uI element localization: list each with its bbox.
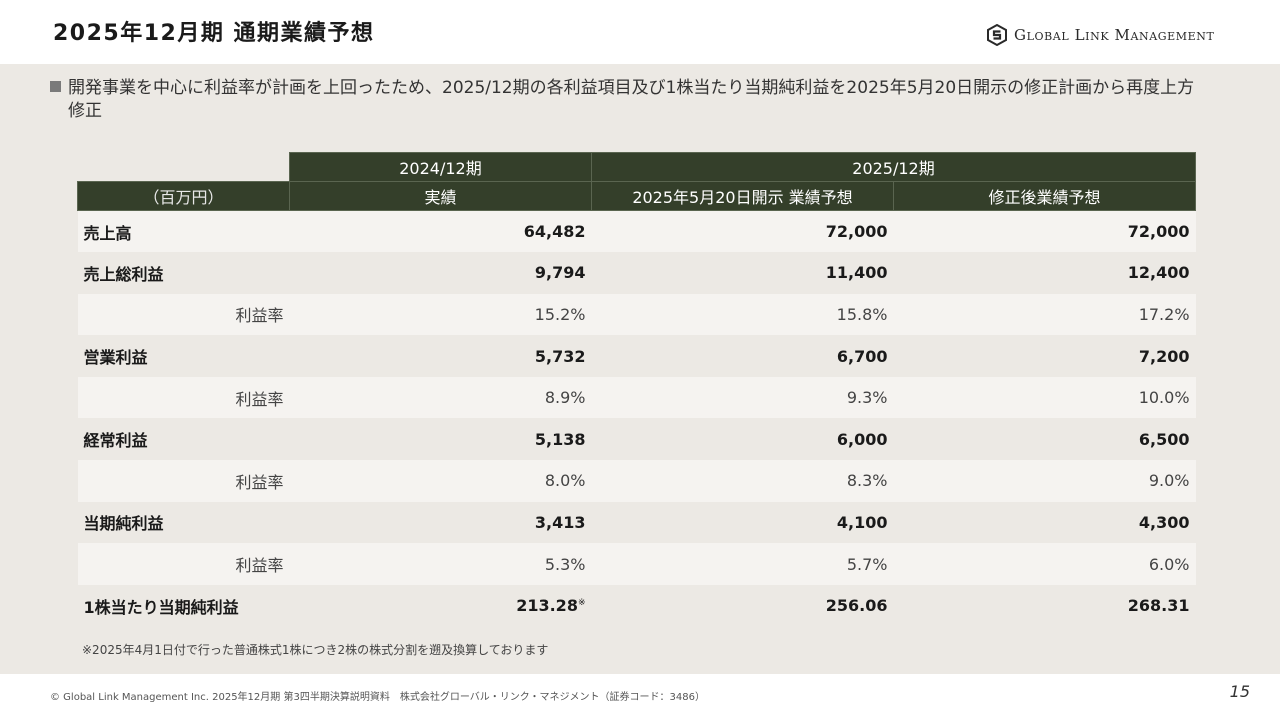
copyright-text: © Global Link Management Inc. 2025年12月期 …: [50, 692, 705, 703]
slide-content: 開発事業を中心に利益率が計画を上回ったため、2025/12期の各利益項目及び1株…: [0, 64, 1280, 674]
eps-actual-value: 213.28: [516, 596, 578, 616]
column-header-revised-forecast: 修正後業績予想: [892, 181, 1197, 211]
table-row: 利益率 5.3% 5.7% 6.0%: [77, 543, 1196, 585]
period-header-2025: 2025/12期: [590, 152, 1197, 182]
table-row: 売上高 64,482 72,000 72,000: [77, 210, 1196, 253]
row-label: 1株当たり当期純利益: [77, 584, 290, 627]
cell-initial-forecast: 6,700: [591, 335, 894, 377]
unit-label: （百万円）: [77, 181, 290, 211]
logo-mark-icon: [987, 24, 1007, 46]
cell-revised-forecast: 6.0%: [893, 543, 1196, 585]
row-label: 営業利益: [77, 335, 290, 377]
footnote: ※2025年4月1日付で行った普通株式1株につき2株の株式分割を遡及換算しており…: [82, 643, 549, 657]
cell-initial-forecast: 5.7%: [591, 543, 894, 585]
cell-actual: 5,138: [289, 418, 592, 461]
forecast-table: 2024/12期 2025/12期 （百万円） 実績 2025年5月20日開示 …: [77, 152, 1197, 627]
cell-revised-forecast: 72,000: [893, 210, 1196, 253]
row-label: 利益率: [77, 376, 290, 419]
table-row: 1株当たり当期純利益 213.28※ 256.06 268.31: [77, 584, 1196, 627]
cell-revised-forecast: 7,200: [893, 335, 1196, 377]
table-row: 営業利益 5,732 6,700 7,200: [77, 335, 1196, 377]
cell-revised-forecast: 4,300: [893, 501, 1196, 544]
lead-text: 開発事業を中心に利益率が計画を上回ったため、2025/12期の各利益項目及び1株…: [68, 78, 1195, 121]
row-label: 利益率: [77, 293, 290, 336]
table-row: 売上総利益 9,794 11,400 12,400: [77, 252, 1196, 294]
row-label: 経常利益: [77, 418, 290, 461]
cell-initial-forecast: 8.3%: [591, 460, 894, 502]
row-label: 売上総利益: [77, 252, 290, 294]
table-row: 経常利益 5,138 6,000 6,500: [77, 418, 1196, 461]
cell-initial-forecast: 6,000: [591, 418, 894, 461]
page-number: 15: [1229, 682, 1250, 701]
slide-header: 2025年12月期 通期業績予想 Global Link Management: [0, 0, 1280, 64]
cell-initial-forecast: 4,100: [591, 501, 894, 544]
table-row: 当期純利益 3,413 4,100 4,300: [77, 501, 1196, 544]
cell-initial-forecast: 11,400: [591, 252, 894, 294]
row-label: 当期純利益: [77, 501, 290, 544]
logo-wordmark: Global Link Management: [1014, 26, 1215, 44]
cell-initial-forecast: 72,000: [591, 210, 894, 253]
cell-actual: 8.0%: [289, 460, 592, 502]
cell-revised-forecast: 268.31: [893, 584, 1196, 627]
cell-actual: 9,794: [289, 252, 592, 294]
cell-revised-forecast: 17.2%: [893, 293, 1196, 336]
cell-actual: 213.28※: [289, 584, 592, 627]
cell-actual: 5.3%: [289, 543, 592, 585]
cell-initial-forecast: 15.8%: [591, 293, 894, 336]
slide-footer: © Global Link Management Inc. 2025年12月期 …: [0, 674, 1280, 720]
footnote-mark: ※: [577, 598, 586, 609]
row-label: 利益率: [77, 460, 290, 502]
cell-actual: 5,732: [289, 335, 592, 377]
column-header-initial-forecast: 2025年5月20日開示 業績予想: [591, 181, 894, 211]
table-row: 利益率 8.9% 9.3% 10.0%: [77, 376, 1196, 419]
cell-revised-forecast: 12,400: [893, 252, 1196, 294]
period-header-2024: 2024/12期: [289, 152, 592, 182]
company-logo: Global Link Management: [986, 22, 1214, 48]
lead-statement: 開発事業を中心に利益率が計画を上回ったため、2025/12期の各利益項目及び1株…: [50, 77, 1210, 123]
table-row: 利益率 8.0% 8.3% 9.0%: [77, 460, 1196, 502]
cell-revised-forecast: 6,500: [893, 418, 1196, 461]
cell-initial-forecast: 256.06: [591, 584, 894, 627]
header-blank: [78, 153, 290, 182]
square-bullet-icon: [50, 81, 61, 92]
row-label: 売上高: [77, 210, 290, 253]
cell-revised-forecast: 9.0%: [893, 460, 1196, 502]
page-title: 2025年12月期 通期業績予想: [53, 21, 375, 46]
cell-actual: 15.2%: [289, 293, 592, 336]
cell-actual: 3,413: [289, 501, 592, 544]
cell-actual: 8.9%: [289, 376, 592, 419]
table-row: 利益率 15.2% 15.8% 17.2%: [77, 293, 1196, 336]
cell-revised-forecast: 10.0%: [893, 376, 1196, 419]
cell-initial-forecast: 9.3%: [591, 376, 894, 419]
cell-actual: 64,482: [289, 210, 592, 253]
column-header-actual: 実績: [289, 181, 592, 211]
row-label: 利益率: [77, 543, 290, 585]
